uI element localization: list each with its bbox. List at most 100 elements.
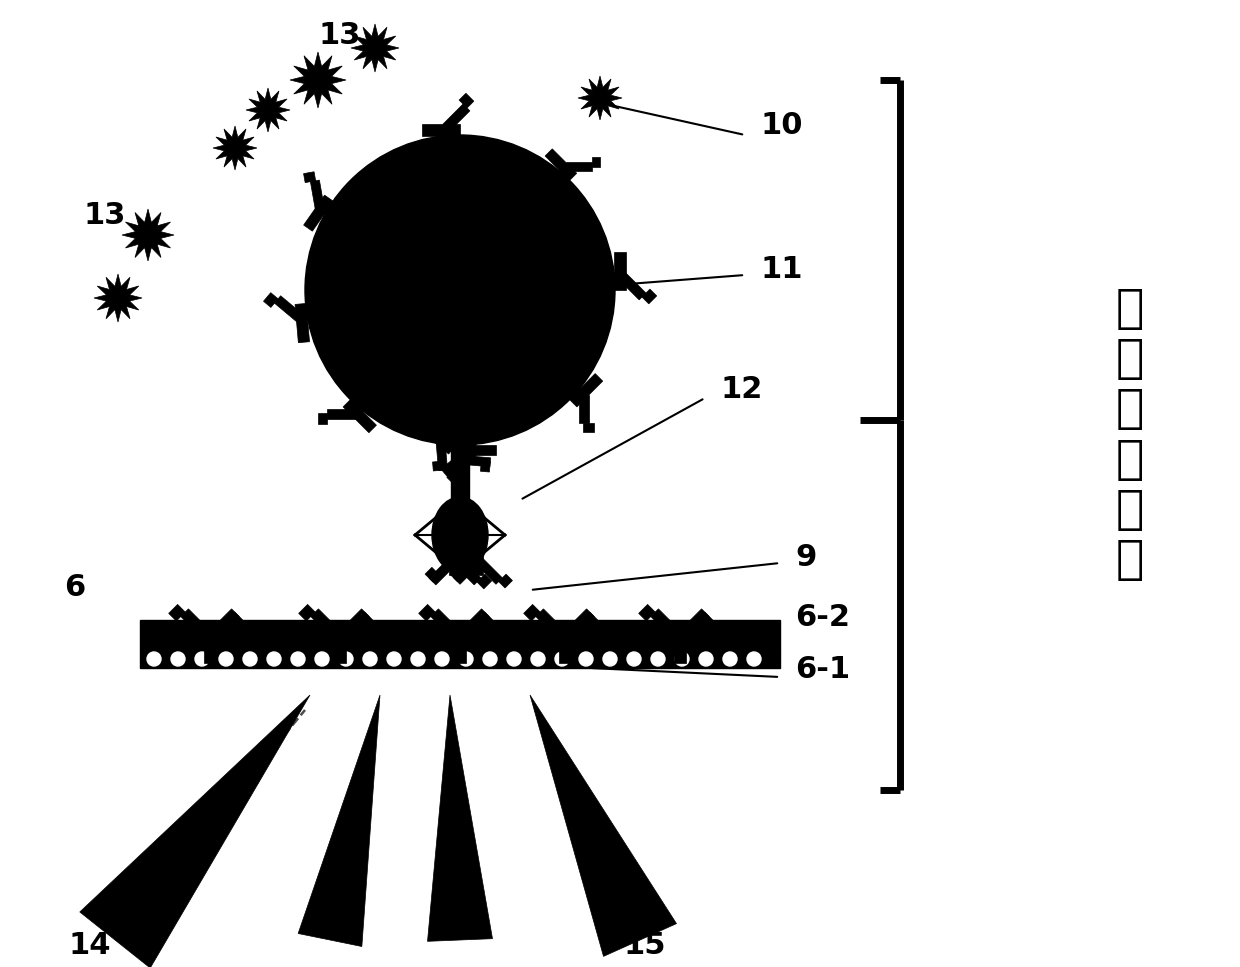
- Text: 13: 13: [84, 200, 126, 229]
- Polygon shape: [203, 620, 216, 663]
- Text: 6-2: 6-2: [795, 603, 849, 632]
- Polygon shape: [428, 695, 492, 941]
- Bar: [140, 620, 780, 650]
- Polygon shape: [579, 396, 589, 423]
- Polygon shape: [546, 149, 577, 181]
- Circle shape: [195, 652, 210, 666]
- Circle shape: [305, 135, 615, 445]
- Polygon shape: [454, 559, 479, 584]
- Polygon shape: [642, 289, 657, 304]
- Polygon shape: [422, 125, 460, 135]
- Polygon shape: [299, 604, 315, 621]
- Polygon shape: [472, 539, 484, 575]
- Polygon shape: [453, 145, 467, 160]
- Polygon shape: [591, 158, 600, 167]
- Text: 12: 12: [720, 375, 763, 404]
- Polygon shape: [651, 609, 681, 639]
- Polygon shape: [553, 187, 564, 195]
- Circle shape: [627, 652, 641, 666]
- Polygon shape: [274, 296, 303, 322]
- Polygon shape: [523, 604, 541, 621]
- Polygon shape: [327, 409, 355, 419]
- Polygon shape: [295, 304, 310, 342]
- Polygon shape: [334, 620, 346, 663]
- Polygon shape: [446, 471, 461, 484]
- Text: 免
疫
夹
心
结
构: 免 疫 夹 心 结 构: [1116, 287, 1145, 583]
- Polygon shape: [614, 251, 626, 290]
- Polygon shape: [565, 162, 591, 171]
- Polygon shape: [357, 612, 373, 629]
- Circle shape: [410, 652, 425, 666]
- Text: 10: 10: [760, 110, 802, 139]
- Polygon shape: [480, 460, 490, 472]
- Polygon shape: [443, 129, 470, 156]
- Polygon shape: [443, 433, 471, 445]
- Circle shape: [675, 652, 689, 666]
- Bar: [140, 650, 780, 668]
- Polygon shape: [213, 126, 257, 170]
- Polygon shape: [94, 274, 143, 322]
- Polygon shape: [357, 384, 367, 393]
- Text: 9: 9: [795, 543, 816, 572]
- Polygon shape: [678, 609, 709, 639]
- Polygon shape: [559, 620, 572, 663]
- Polygon shape: [449, 537, 460, 575]
- Polygon shape: [339, 609, 370, 639]
- Polygon shape: [429, 558, 456, 585]
- Polygon shape: [311, 609, 341, 639]
- Text: 14: 14: [68, 930, 112, 959]
- Circle shape: [723, 652, 737, 666]
- Polygon shape: [304, 172, 316, 183]
- Polygon shape: [425, 568, 440, 582]
- Circle shape: [531, 652, 546, 666]
- Text: 6: 6: [64, 573, 86, 602]
- Polygon shape: [341, 205, 352, 217]
- Polygon shape: [583, 423, 594, 432]
- Polygon shape: [433, 461, 444, 471]
- Circle shape: [556, 652, 569, 666]
- Circle shape: [171, 652, 185, 666]
- Circle shape: [699, 652, 713, 666]
- Polygon shape: [351, 24, 399, 72]
- Circle shape: [507, 652, 521, 666]
- Polygon shape: [436, 443, 448, 471]
- Polygon shape: [264, 293, 278, 308]
- Polygon shape: [477, 559, 502, 584]
- Polygon shape: [454, 422, 467, 435]
- Polygon shape: [456, 429, 467, 457]
- Polygon shape: [564, 609, 594, 639]
- Polygon shape: [441, 446, 475, 477]
- Circle shape: [219, 652, 233, 666]
- Circle shape: [387, 652, 401, 666]
- Circle shape: [291, 652, 305, 666]
- Text: 15: 15: [624, 930, 666, 959]
- Polygon shape: [590, 282, 605, 297]
- Circle shape: [435, 652, 449, 666]
- Polygon shape: [459, 609, 490, 639]
- Text: 6-1: 6-1: [795, 656, 851, 685]
- Circle shape: [459, 652, 472, 666]
- Circle shape: [315, 652, 329, 666]
- Polygon shape: [79, 695, 310, 967]
- Polygon shape: [310, 180, 324, 209]
- Polygon shape: [227, 612, 244, 629]
- Polygon shape: [290, 52, 346, 108]
- Polygon shape: [422, 423, 455, 454]
- Polygon shape: [450, 449, 476, 475]
- Polygon shape: [443, 104, 470, 132]
- Polygon shape: [454, 620, 466, 663]
- Polygon shape: [316, 295, 331, 309]
- Polygon shape: [594, 273, 621, 300]
- Polygon shape: [343, 399, 377, 432]
- Circle shape: [363, 652, 377, 666]
- Polygon shape: [430, 609, 461, 639]
- Polygon shape: [304, 195, 334, 231]
- Polygon shape: [673, 620, 686, 663]
- Polygon shape: [553, 388, 582, 396]
- Circle shape: [603, 652, 618, 666]
- Polygon shape: [459, 93, 474, 108]
- Polygon shape: [353, 384, 362, 411]
- Circle shape: [651, 652, 665, 666]
- Polygon shape: [122, 209, 174, 261]
- Circle shape: [267, 652, 281, 666]
